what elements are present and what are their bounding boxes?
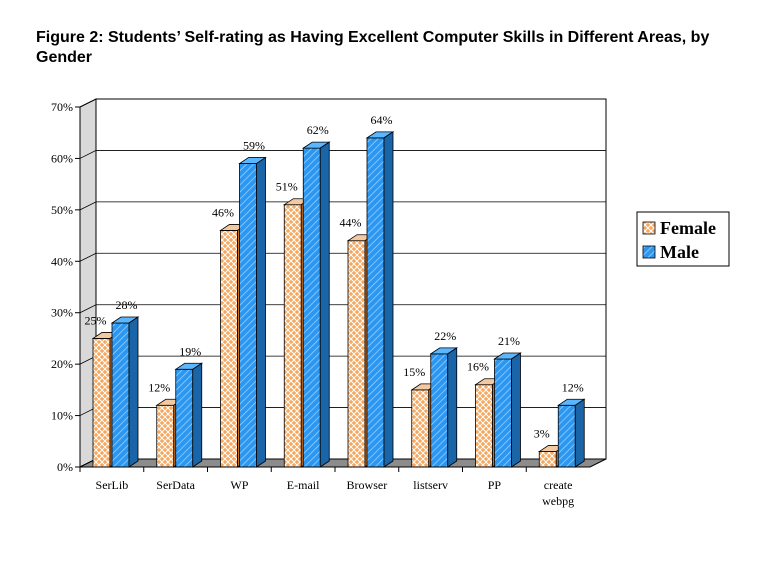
- bar-male-0: 28%: [110, 298, 140, 468]
- bar-front: [538, 451, 557, 468]
- data-label-female: 51%: [276, 180, 298, 194]
- bar-front: [283, 204, 302, 468]
- y-tick-label: 0%: [57, 460, 73, 474]
- x-tick-label: listserv: [413, 478, 448, 492]
- x-axis: SerLib SerData WP E-mail Browser listserv PP cr…: [79, 466, 590, 508]
- x-tick-label: webpg: [542, 494, 574, 508]
- legend-label-female: Female: [660, 218, 716, 238]
- bar-male-5: 22%: [429, 329, 459, 468]
- data-label-male: 59%: [243, 139, 265, 153]
- data-label-female: 15%: [403, 365, 425, 379]
- y-axis: 0% 10% 20% 30% 40% 50% 60% 70%: [51, 100, 81, 474]
- bar-male-7: 12%: [556, 380, 586, 468]
- bar-side: [383, 131, 394, 468]
- y-tick-label: 40%: [51, 254, 73, 268]
- bar-front: [557, 404, 576, 468]
- data-label-male: 28%: [116, 298, 138, 312]
- bar-side: [574, 398, 585, 468]
- bar-front: [475, 384, 493, 468]
- bar-male-1: 19%: [174, 344, 204, 468]
- bars: 25% 28% 12% 19% 46% 59% 51% 62% 44% 64% 15% 22% 16% 2…: [85, 113, 586, 468]
- gridline: [79, 98, 606, 108]
- y-tick-label: 30%: [51, 306, 73, 320]
- data-label-female: 44%: [340, 216, 362, 230]
- gridline: [79, 304, 606, 314]
- bar-front: [302, 147, 321, 468]
- bar-side: [192, 362, 203, 468]
- bar-front: [239, 163, 257, 468]
- bar-side: [447, 347, 458, 468]
- data-label-male: 21%: [498, 334, 520, 348]
- data-label-male: 19%: [179, 344, 201, 358]
- x-tick-label: SerData: [156, 478, 195, 492]
- data-label-female: 16%: [467, 360, 489, 374]
- x-tick-label: PP: [488, 478, 502, 492]
- bar-front: [411, 389, 430, 468]
- bar-male-6: 21%: [493, 334, 522, 468]
- legend-swatch-female: [642, 221, 656, 235]
- bar-front: [111, 322, 130, 468]
- bar-side: [256, 156, 266, 468]
- y-tick-label: 70%: [51, 100, 73, 114]
- y-tick-label: 20%: [51, 357, 73, 371]
- bar-front: [156, 404, 175, 468]
- bar-front: [347, 240, 366, 468]
- bar-front: [220, 230, 238, 468]
- bar-male-2: 59%: [238, 139, 267, 468]
- bar-male-4: 64%: [365, 113, 395, 468]
- gridline: [79, 201, 606, 211]
- x-tick-label: WP: [230, 478, 248, 492]
- data-label-male: 22%: [434, 329, 456, 343]
- legend-swatch-male: [642, 245, 656, 259]
- bar-side: [319, 141, 330, 468]
- data-label-female: 25%: [85, 313, 107, 327]
- gridline: [79, 252, 606, 262]
- chart-title: Figure 2: Students’ Self-rating as Havin…: [36, 29, 710, 66]
- x-tick-label: Browser: [347, 478, 388, 492]
- y-tick-label: 10%: [51, 409, 73, 423]
- bar-side: [128, 316, 139, 468]
- bar-front: [494, 358, 512, 468]
- data-label-male: 12%: [562, 380, 584, 394]
- legend: Female Male: [636, 211, 730, 267]
- x-tick-label: SerLib: [96, 478, 129, 492]
- bar-male-3: 62%: [301, 123, 331, 468]
- bar-front: [175, 368, 194, 468]
- x-tick-label: E-mail: [287, 478, 320, 492]
- data-label-male: 64%: [371, 113, 393, 127]
- y-tick-label: 60%: [51, 151, 73, 165]
- bar-front: [430, 353, 449, 468]
- data-label-female: 46%: [212, 205, 234, 219]
- legend-label-male: Male: [660, 242, 699, 262]
- data-label-male: 62%: [307, 123, 329, 137]
- data-label-female: 3%: [534, 427, 550, 441]
- gridline: [79, 150, 606, 159]
- y-tick-label: 50%: [51, 203, 73, 217]
- bar-front: [92, 338, 111, 468]
- x-tick-label: create: [544, 478, 573, 492]
- bar-side: [511, 352, 521, 468]
- bar-front: [366, 137, 385, 468]
- data-label-female: 12%: [148, 380, 170, 394]
